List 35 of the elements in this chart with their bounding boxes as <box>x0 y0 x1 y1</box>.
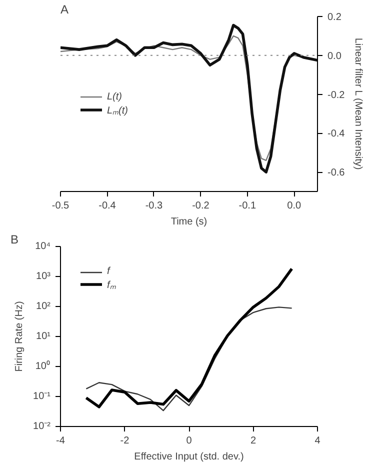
x-tick-label: -2 <box>120 436 130 446</box>
legend-label: fₘ <box>107 279 117 291</box>
x-tick-label: 4 <box>314 436 321 446</box>
legend-label: L(t) <box>107 91 123 102</box>
y-tick-label: -0.4 <box>328 128 346 140</box>
line-series <box>84 267 294 408</box>
y-tick-label: 10² <box>36 301 52 312</box>
y-tick-label: -0.6 <box>328 168 346 179</box>
y-tick-label: 10³ <box>36 271 52 282</box>
x-tick-label: -0.4 <box>98 200 116 212</box>
x-tick-label: -0.3 <box>145 200 164 212</box>
x-tick-label: -0.2 <box>192 200 210 212</box>
x-tick-label: 0 <box>186 436 192 446</box>
y-tick-label: -0.2 <box>328 90 346 101</box>
y-tick-label: 10⁴ <box>35 241 50 252</box>
y-tick-label: 10⁻² <box>33 421 52 432</box>
y-tick-label: 10⁰ <box>35 360 50 372</box>
x-axis-title: Time (s) <box>170 216 208 228</box>
x-tick-label: 0.0 <box>287 200 302 212</box>
legend-label: f <box>107 266 112 277</box>
x-tick-label: 2 <box>250 436 256 446</box>
y-axis-title: Linear filter L (Mean Intensity) <box>352 38 364 170</box>
line-series <box>60 24 318 174</box>
text: B <box>10 232 19 246</box>
y-tick-label: 0.0 <box>328 50 342 62</box>
annotation: A <box>60 2 69 16</box>
y-axis-title: Firing Rate (Hz) <box>14 301 26 372</box>
x-tick-label: -0.5 <box>52 200 70 212</box>
legend-label: Lₘ(t) <box>107 104 128 116</box>
y-tick-label: 0.2 <box>328 12 342 23</box>
x-tick-label: -4 <box>56 436 66 446</box>
y-tick-label: 10¹ <box>36 331 52 342</box>
x-tick-label: -0.1 <box>238 200 256 212</box>
y-tick-label: 10⁻¹ <box>33 391 52 402</box>
x-axis-title: Effective Input (std. dev.) <box>134 452 244 462</box>
